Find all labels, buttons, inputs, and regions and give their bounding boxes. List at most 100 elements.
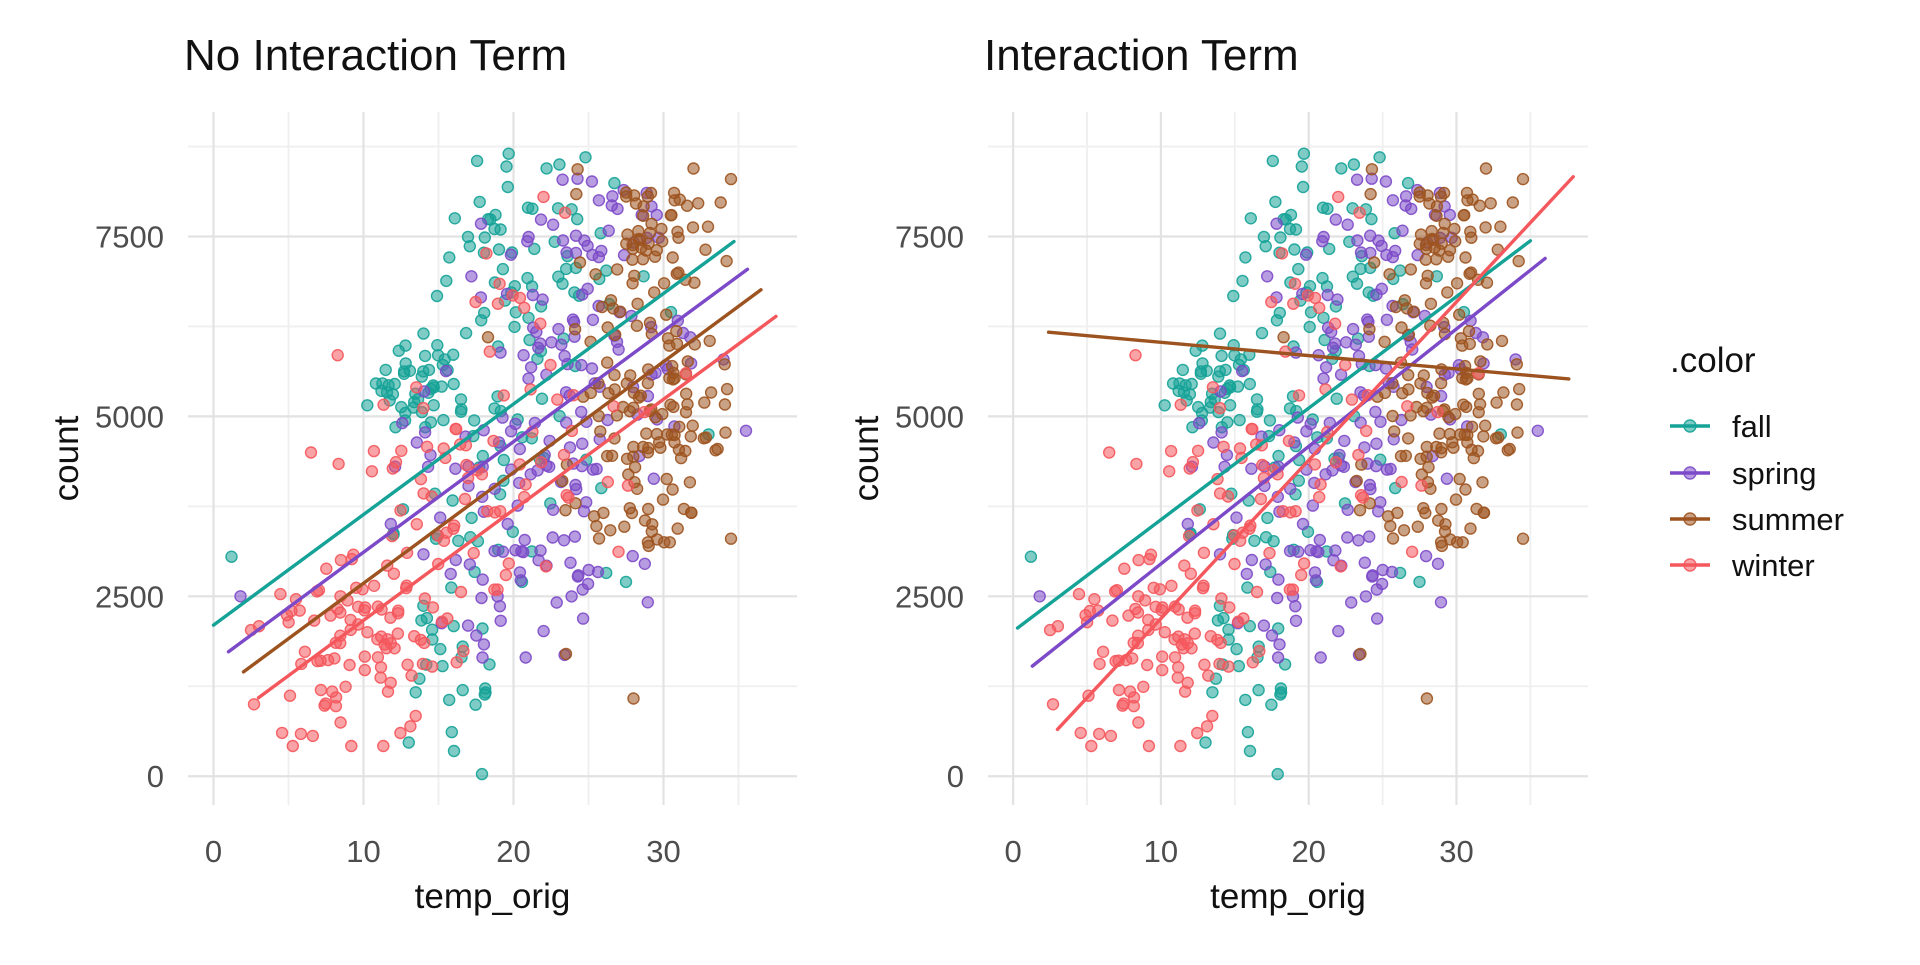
scatter-point-spring xyxy=(578,234,591,247)
legend-key-point-fall xyxy=(1683,419,1697,433)
scatter-point-winter xyxy=(502,557,515,570)
scatter-point-winter xyxy=(334,716,347,729)
y-tick-label: 7500 xyxy=(895,219,964,254)
scatter-point-fall xyxy=(463,239,476,253)
legend-title: .color xyxy=(1670,341,1756,380)
regression-line-spring xyxy=(1030,256,1547,668)
scatter-point-summer xyxy=(719,426,732,439)
scatter-point-winter xyxy=(1308,458,1322,471)
scatter-point-spring xyxy=(501,517,514,531)
scatter-point-summer xyxy=(1494,220,1507,233)
scatter-point-spring xyxy=(461,619,475,632)
scatter-point-winter xyxy=(551,393,564,406)
scatter-point-fall xyxy=(1230,642,1243,656)
scatter-point-spring xyxy=(1338,434,1351,448)
scatter-point-summer xyxy=(1414,228,1428,241)
scatter-point-fall xyxy=(1296,180,1310,194)
scatter-point-fall xyxy=(1269,195,1282,209)
scatter-point-winter xyxy=(294,727,308,741)
scatter-point-spring xyxy=(1273,638,1286,651)
scatter-point-winter xyxy=(612,545,625,558)
scatter-point-spring xyxy=(1245,462,1258,475)
scatter-point-winter xyxy=(1144,548,1158,561)
scatter-point-summer xyxy=(1389,300,1403,314)
scatter-point-summer xyxy=(1353,504,1367,517)
scatter-point-summer xyxy=(608,383,621,396)
scatter-point-fall xyxy=(399,339,412,352)
y-tick-label: 0 xyxy=(147,759,164,794)
scatter-point-fall xyxy=(1274,682,1288,695)
scatter-point-spring xyxy=(586,248,599,262)
scatter-point-spring xyxy=(1531,424,1545,437)
scatter-point-winter xyxy=(381,633,394,646)
scatter-point-winter xyxy=(275,726,289,740)
scatter-point-summer xyxy=(605,449,619,462)
scatter-point-summer xyxy=(1386,532,1400,545)
scatter-point-fall xyxy=(1172,384,1185,398)
scatter-point-summer xyxy=(1407,305,1421,318)
scatter-point-fall xyxy=(418,349,432,363)
scatter-point-summer xyxy=(1411,520,1425,533)
scatter-point-summer xyxy=(1510,358,1524,371)
scatter-point-summer xyxy=(1363,323,1376,336)
scatter-point-winter xyxy=(345,739,358,753)
scatter-point-winter xyxy=(1359,424,1373,438)
scatter-point-summer xyxy=(620,186,633,199)
scatter-point-summer xyxy=(611,263,624,276)
scatter-point-summer xyxy=(1449,493,1463,506)
scatter-point-fall xyxy=(470,154,484,168)
scatter-point-spring xyxy=(494,346,507,359)
scatter-point-winter xyxy=(387,567,401,580)
scatter-point-summer xyxy=(1465,231,1478,244)
scatter-point-fall xyxy=(1330,392,1343,405)
x-tick-label: 0 xyxy=(205,834,222,869)
scatter-point-fall xyxy=(556,277,569,290)
scatter-point-winter xyxy=(1184,567,1198,580)
scatter-point-summer xyxy=(1495,334,1509,348)
y-tick-label: 7500 xyxy=(95,219,164,254)
scatter-point-spring xyxy=(546,218,560,231)
scatter-point-spring xyxy=(545,336,558,349)
scatter-point-winter xyxy=(1284,506,1297,519)
scatter-point-summer xyxy=(685,506,698,519)
scatter-point-spring xyxy=(564,556,577,569)
scatter-point-summer xyxy=(684,430,697,443)
scatter-point-summer xyxy=(608,368,621,382)
scatter-point-fall xyxy=(1185,377,1198,391)
scatter-point-winter xyxy=(1110,584,1124,597)
scatter-point-winter xyxy=(1158,626,1172,639)
scatter-point-summer xyxy=(1511,426,1524,439)
scatter-point-fall xyxy=(409,686,422,699)
scatter-point-winter xyxy=(320,562,333,575)
scatter-point-spring xyxy=(1270,217,1283,230)
scatter-point-spring xyxy=(1380,248,1393,262)
scatter-point-summer xyxy=(703,334,716,348)
scatter-point-winter xyxy=(1282,434,1296,448)
scatter-point-summer xyxy=(1433,427,1446,440)
scatter-point-winter xyxy=(539,560,553,573)
scatter-point-spring xyxy=(1207,436,1220,449)
scatter-point-summer xyxy=(1454,332,1468,345)
scatter-point-spring xyxy=(1319,468,1332,481)
scatter-point-summer xyxy=(714,196,727,209)
scatter-point-summer xyxy=(672,231,685,244)
scatter-point-summer xyxy=(645,217,658,231)
scatter-point-winter xyxy=(1178,633,1191,646)
scatter-point-winter xyxy=(1353,206,1366,219)
scatter-point-summer xyxy=(1404,263,1418,276)
scatter-point-fall xyxy=(571,212,584,226)
scatter-point-summer xyxy=(570,187,583,201)
scatter-point-fall xyxy=(375,384,388,398)
scatter-point-summer xyxy=(1457,209,1471,222)
scatter-point-winter xyxy=(544,358,557,372)
scatter-point-winter xyxy=(1165,579,1178,592)
scatter-point-summer xyxy=(1402,383,1415,396)
scatter-point-summer xyxy=(704,386,718,399)
scatter-point-winter xyxy=(1215,592,1228,605)
scatter-point-spring xyxy=(568,530,582,543)
legend-entry-label: winter xyxy=(1731,548,1815,583)
scatter-point-summer xyxy=(1489,432,1503,445)
scatter-point-spring xyxy=(1379,175,1393,188)
scatter-point-winter xyxy=(1132,590,1145,603)
scatter-point-summer xyxy=(1419,253,1433,266)
